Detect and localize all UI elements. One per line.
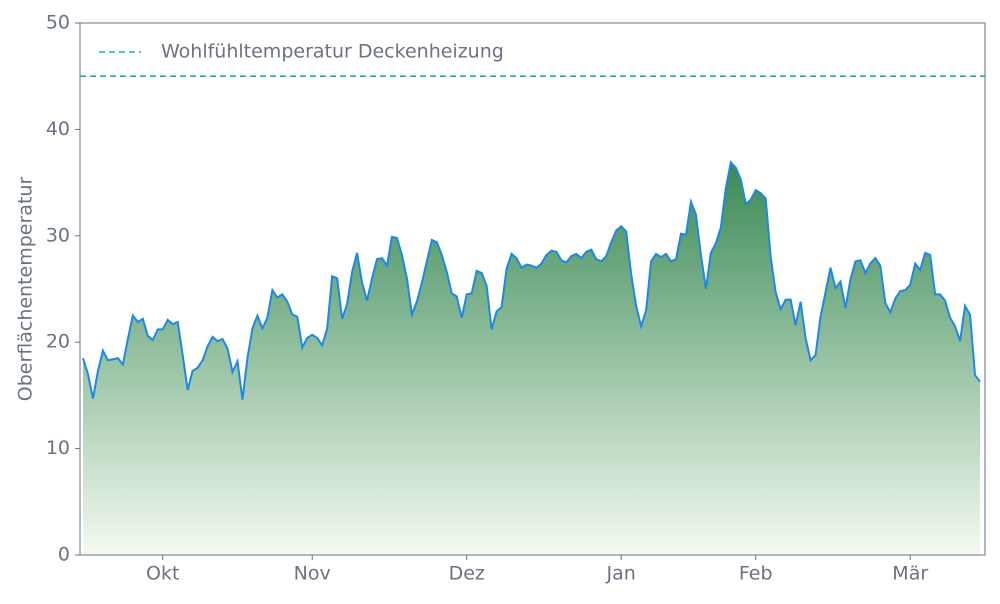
legend-label: Wohlfühltemperatur Deckenheizung — [161, 41, 504, 63]
y-tick-label: 50 — [46, 12, 70, 34]
y-tick-label: 40 — [46, 118, 70, 140]
x-tick-label: Nov — [294, 563, 331, 585]
plot-frame — [79, 22, 986, 556]
x-tick-label: Feb — [739, 563, 773, 585]
y-axis-label: Oberflächentemperatur — [15, 177, 37, 402]
y-tick-label: 30 — [46, 224, 70, 246]
y-tick-label: 0 — [58, 544, 70, 566]
x-tick-label: Dez — [449, 563, 485, 585]
y-tick-label: 20 — [46, 331, 70, 353]
x-tick-label: Okt — [146, 563, 179, 585]
x-tick-label: Mär — [892, 563, 928, 585]
y-tick-label: 10 — [46, 437, 70, 459]
area — [83, 162, 980, 555]
line — [82, 160, 981, 400]
x-tick-label: Jan — [606, 563, 636, 585]
